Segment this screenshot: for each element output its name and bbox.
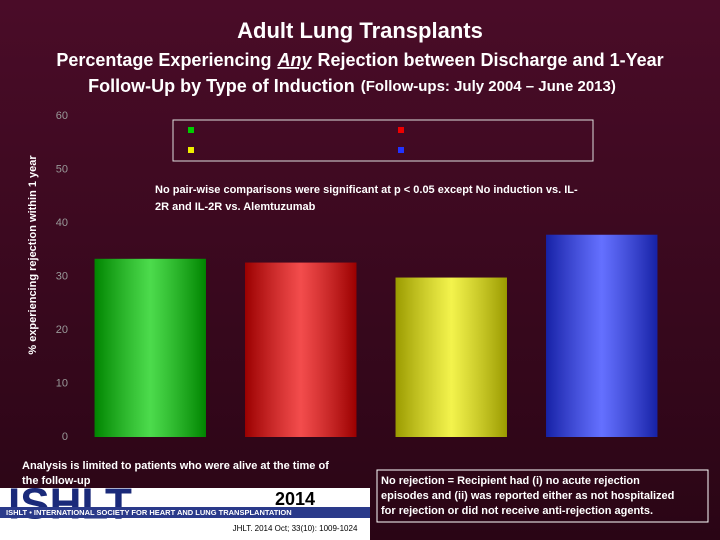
- y-tick-label: 10: [56, 377, 68, 389]
- citation: JHLT. 2014 Oct; 33(10): 1009-1024: [233, 524, 358, 533]
- y-tick-label: 20: [56, 324, 68, 336]
- subtitle-part: Any: [276, 50, 312, 70]
- subtitle-part: Percentage Experiencing: [56, 50, 271, 70]
- subtitle-part: Follow-Up by Type of Induction: [88, 76, 355, 96]
- chart-title: Adult Lung Transplants: [237, 18, 483, 43]
- year: 2014: [275, 489, 315, 509]
- subtitle-part: Rejection between Discharge and 1-Year: [317, 50, 663, 70]
- bar-shine: [94, 258, 206, 437]
- annotation: No pair-wise comparisons were significan…: [155, 184, 578, 196]
- subtitle: Percentage Experiencing Any Rejection betw…: [56, 50, 663, 70]
- y-tick-label: 30: [56, 270, 68, 282]
- bar-shine: [546, 234, 658, 437]
- legend-swatch: [188, 147, 194, 153]
- footnote: Analysis is limited to patients who were…: [22, 460, 329, 472]
- bar-shine: [395, 277, 507, 437]
- definition: for rejection or did not receive anti-re…: [381, 505, 653, 517]
- legend-swatch: [398, 127, 404, 133]
- footnote: the follow-up: [22, 475, 91, 487]
- annotation: 2R and IL-2R vs. Alemtuzumab: [155, 201, 316, 213]
- logo: ISHLT: [8, 480, 132, 529]
- y-tick-label: 0: [62, 431, 68, 443]
- logo-tagline: ISHLT • INTERNATIONAL SOCIETY FOR HEART …: [6, 508, 292, 517]
- definition: No rejection = Recipient had (i) no acut…: [381, 475, 640, 487]
- logo-band: [0, 507, 370, 518]
- bar-shine: [245, 262, 357, 437]
- y-axis-label: % experiencing rejection within 1 year: [27, 155, 39, 355]
- subtitle: Follow-Up by Type of Induction (Follow-up…: [88, 76, 616, 96]
- legend-swatch: [398, 147, 404, 153]
- plot: 0 10 20 30 40 50 60: [56, 110, 658, 443]
- y-tick-label: 40: [56, 217, 68, 229]
- legend-swatch: [188, 127, 194, 133]
- definition-box: [376, 469, 709, 523]
- legend-box: [172, 119, 594, 162]
- subtitle-part: (Follow-ups: July 2004 – June 2013): [361, 78, 616, 95]
- y-tick-label: 50: [56, 163, 68, 175]
- definition: episodes and (ii) was reported either as…: [381, 490, 674, 502]
- y-tick-label: 60: [56, 110, 68, 122]
